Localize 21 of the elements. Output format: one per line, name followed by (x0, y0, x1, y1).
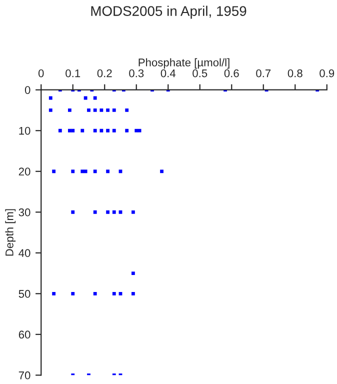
y-tick-label: 0 (24, 86, 30, 94)
x-tick-label: 0.9 (320, 69, 334, 78)
y-tick-label: 50 (18, 290, 30, 298)
y-tick-label: 10 (19, 126, 30, 135)
x-tick-label: 0.3 (129, 69, 144, 78)
y-axis-title: Depth [m] (5, 209, 16, 256)
y-tick-label: 40 (18, 249, 30, 258)
y-tick-label: 20 (18, 168, 30, 176)
x-tick-label: 0.8 (288, 69, 302, 78)
x-tick-label: 0.2 (97, 69, 112, 78)
x-tick-label: 0.1 (66, 69, 80, 78)
x-tick-label: 0.6 (224, 69, 239, 78)
chart-title: MODS2005 in April, 1959 (91, 6, 246, 19)
y-tick-label: 70 (18, 371, 30, 380)
x-tick-label: 0.4 (160, 69, 176, 78)
x-tick-label: 0 (38, 69, 44, 78)
x-tick-label: 0.7 (256, 69, 271, 78)
y-tick-label: 30 (18, 208, 30, 216)
x-tick-label: 0.5 (192, 69, 208, 78)
y-tick-label: 60 (18, 330, 30, 339)
x-axis-title: Phosphate [µmol/l] (138, 58, 230, 69)
